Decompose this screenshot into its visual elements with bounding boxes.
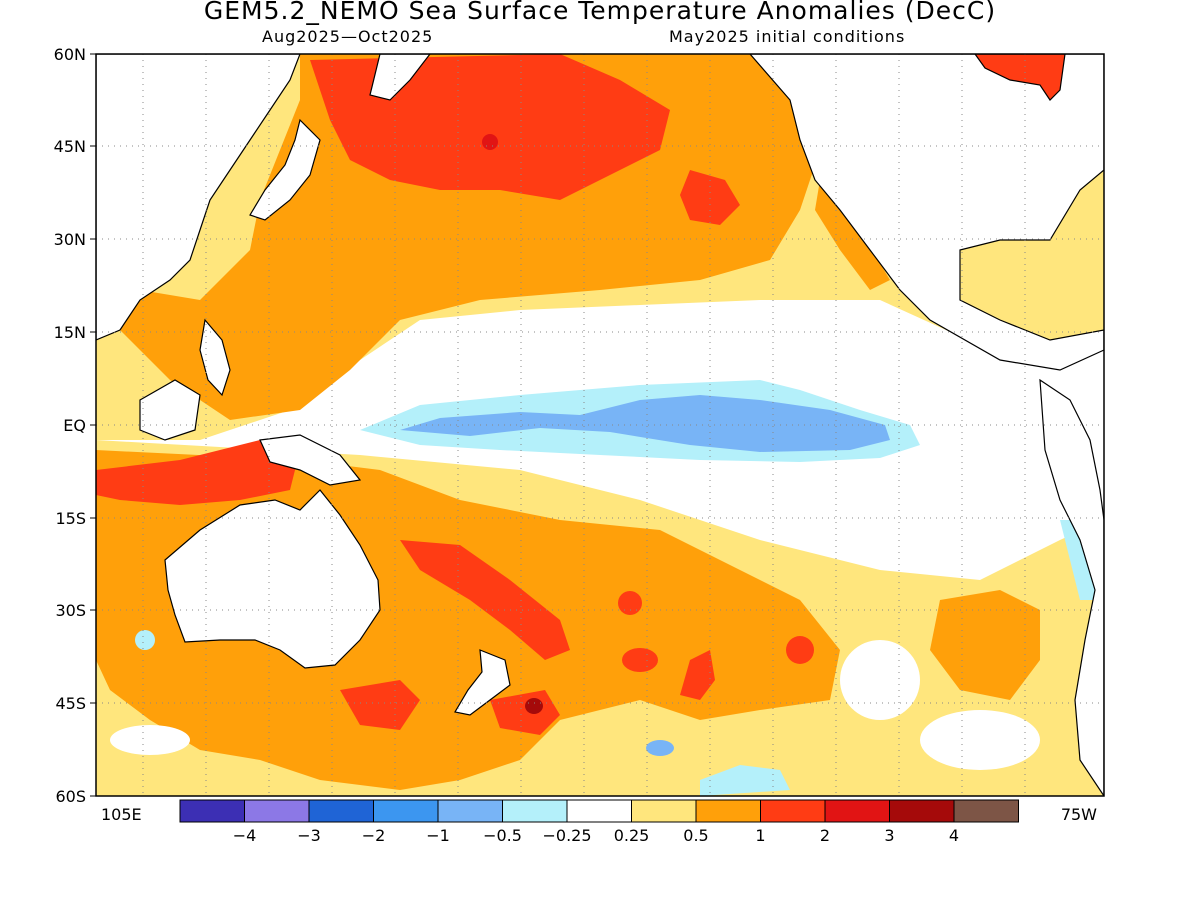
lat-label-30n: 30N: [54, 230, 86, 249]
colorbar-swatch: [760, 799, 826, 823]
lat-label-eq: EQ: [63, 416, 86, 435]
land-australia: [164, 489, 381, 669]
anomaly-south-blue-blob: [646, 740, 674, 756]
anomaly-south-red-blob-3: [680, 650, 715, 700]
land-new-zealand: [454, 649, 511, 716]
anomaly-neutral-patch-2: [920, 710, 1040, 770]
anomaly-southwest-light-blue: [135, 630, 155, 650]
colorbar-label: 1: [755, 826, 765, 845]
colorbar-label: 4: [949, 826, 959, 845]
map-title: GEM5.2_NEMO Sea Surface Temperature Anom…: [203, 0, 997, 25]
land-north-america: [749, 54, 1104, 371]
colorbar-label: −4: [233, 826, 257, 845]
colorbar-swatch: [695, 799, 761, 823]
colorbar-label: −1: [426, 826, 450, 845]
anomaly-far-south-light-blue: [700, 765, 790, 796]
land-south-america: [1039, 378, 1104, 796]
anomaly-maritime-red: [96, 440, 300, 505]
colorbar-swatch: [179, 799, 245, 823]
graticule: [96, 54, 1104, 796]
lat-label-45s: 45S: [55, 694, 86, 713]
anomaly-south-red-blob-2: [618, 591, 642, 615]
initial-conditions: May2025 initial conditions: [669, 27, 906, 46]
lat-label-15n: 15N: [54, 323, 86, 342]
anomaly-nz-core: [525, 698, 543, 714]
colorbar-swatch: [953, 799, 1019, 823]
colorbar-label: 0.5: [683, 826, 708, 845]
lat-label-30s: 30S: [55, 601, 86, 620]
colorbar-swatch: [244, 799, 310, 823]
lat-label-60s: 60S: [55, 787, 86, 806]
land-greenland-edge: [974, 54, 1066, 101]
colorbar-swatch: [437, 799, 503, 823]
anomaly-southeast-pacific-orange: [930, 590, 1040, 700]
colorbar-swatch: [889, 799, 955, 823]
lon-label-left: 105E: [101, 805, 142, 824]
colorbar-swatch: [373, 799, 439, 823]
anomaly-north-pacific-red-2: [680, 170, 740, 225]
anomaly-nz-east-red: [490, 690, 560, 735]
lat-axis: [90, 53, 96, 797]
land-japan: [249, 118, 321, 221]
anomaly-north-pacific-core: [482, 134, 498, 150]
land-new-guinea: [259, 434, 362, 486]
colorbar-label: 0.25: [614, 826, 650, 845]
anomaly-east-pacific-orange: [815, 180, 890, 290]
anomaly-neutral-patch-1: [840, 640, 920, 720]
colorbar-label: 3: [884, 826, 894, 845]
colorbar-label: −0.5: [483, 826, 522, 845]
forecast-period: Aug2025—Oct2025: [262, 27, 434, 46]
colorbar-label: −3: [297, 826, 321, 845]
land-philippines: [199, 318, 231, 397]
lat-label-15s: 15S: [55, 509, 86, 528]
colorbar-swatch: [308, 799, 374, 823]
colorbar-label: 2: [820, 826, 830, 845]
anomaly-neutral-patch-3: [110, 725, 190, 755]
anomaly-tasman-red: [340, 680, 420, 730]
colorbar: −4 −3 −2 −1 −0.5 −0.25 0.25 0.5 1 2 3 4: [179, 799, 1019, 845]
anomaly-south-red-blob-4: [786, 636, 814, 664]
colorbar-swatch: [631, 799, 697, 823]
land-borneo-indonesia: [139, 379, 201, 441]
anomaly-south-red-blob-1: [622, 648, 658, 672]
land-asia: [96, 54, 301, 341]
lat-label-45n: 45N: [54, 137, 86, 156]
lat-label-60n: 60N: [54, 45, 86, 64]
colorbar-swatch: [502, 799, 568, 823]
lon-label-right: 75W: [1061, 805, 1097, 824]
anomaly-south-pacific-red-band: [400, 540, 570, 660]
colorbar-label: −2: [362, 826, 386, 845]
land-kamchatka: [369, 54, 431, 101]
colorbar-swatch: [824, 799, 890, 823]
anomaly-equatorial-blue: [400, 395, 890, 452]
colorbar-label: −0.25: [542, 826, 591, 845]
colorbar-swatch: [566, 799, 632, 823]
